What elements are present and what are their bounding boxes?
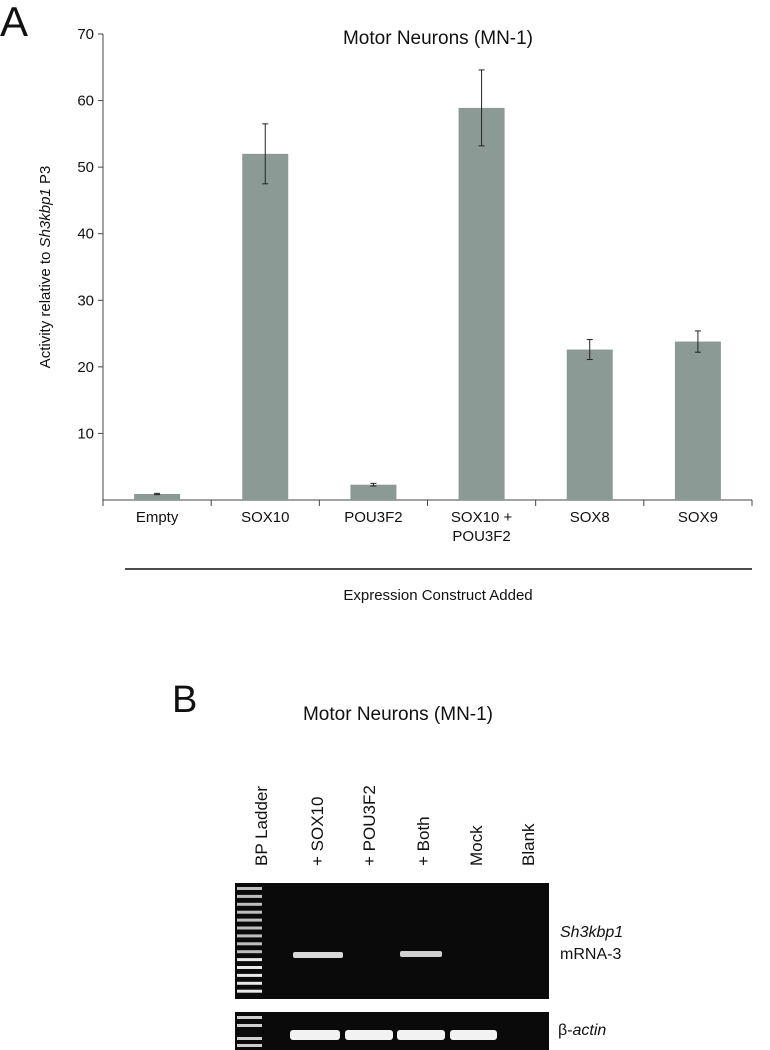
x-axis-label: Expression Construct Added — [343, 587, 532, 604]
ladder-band — [237, 1037, 262, 1040]
band — [450, 1030, 497, 1040]
y-tick-label: 30 — [77, 292, 94, 309]
error-bar — [154, 492, 161, 496]
bar — [134, 494, 181, 500]
x-tick-label: SOX8 — [569, 509, 610, 526]
y-label-text: Activity relative to — [37, 252, 54, 369]
bar — [566, 349, 613, 500]
ladder-band — [237, 910, 262, 914]
x-tick-label: SOX10 — [241, 509, 290, 526]
gel-control-gene: actin — [573, 1022, 607, 1039]
ladder-band — [237, 950, 262, 954]
ladder-band — [237, 1024, 262, 1027]
lane-label: + Both — [414, 816, 433, 866]
gel-main — [235, 883, 549, 999]
lane-label: BP Ladder — [252, 786, 271, 866]
y-tick-label: 40 — [77, 226, 94, 243]
gel-target-product: mRNA-3 — [560, 946, 621, 963]
bar — [458, 107, 505, 500]
lane-label: + POU3F2 — [360, 785, 379, 866]
gel-target-gene: Sh3kbp1 — [560, 924, 623, 941]
x-tick-label: SOX9 — [677, 509, 718, 526]
ladder-band — [237, 934, 262, 938]
error-bar — [370, 482, 377, 487]
ladder-band — [237, 942, 262, 946]
gel-control: β-actin — [558, 1022, 606, 1039]
lane-label: Mock — [467, 825, 486, 866]
panel-label: B — [172, 679, 197, 721]
ladder-band — [237, 887, 262, 890]
y-label-suffix: P3 — [37, 166, 54, 184]
lane-label: Blank — [519, 823, 538, 866]
y-tick-label: 70 — [77, 26, 94, 43]
chart-title: Motor Neurons (MN-1) — [343, 28, 533, 49]
band — [293, 952, 343, 958]
error-bar — [262, 123, 269, 185]
gel-title: Motor Neurons (MN-1) — [303, 704, 493, 725]
x-tick-label: POU3F2 — [344, 509, 403, 526]
y-label-gene: Sh3kbp1 — [37, 188, 54, 247]
error-bar — [586, 339, 593, 361]
ladder-band — [237, 1044, 262, 1047]
y-tick-label: 50 — [77, 159, 94, 176]
panel-label: A — [0, 0, 28, 45]
y-tick-label: 10 — [77, 425, 94, 442]
y-tick-label: 20 — [77, 359, 94, 376]
gel-bands — [237, 887, 497, 1047]
ladder-band — [237, 981, 262, 985]
gel-control-prefix: β- — [558, 1022, 573, 1039]
ladder-band — [237, 926, 262, 930]
ladder-band — [237, 1016, 262, 1019]
ladder-band — [237, 973, 262, 977]
ladder-band — [237, 902, 262, 906]
error-bar — [694, 330, 701, 353]
lane-label: + SOX10 — [308, 797, 327, 866]
band — [345, 1030, 393, 1040]
bar — [674, 341, 721, 500]
x-tick-label: SOX10 + POU3F2 — [450, 509, 513, 545]
y-axis-label: Activity relative to Sh3kbp1 P3 — [37, 166, 54, 369]
x-tick-label: Empty — [135, 509, 179, 526]
ladder-band — [237, 989, 262, 993]
bar — [350, 484, 397, 500]
error-bar — [478, 69, 485, 147]
bar — [242, 153, 289, 501]
ladder-band — [237, 918, 262, 922]
ladder-band — [237, 966, 262, 969]
band — [400, 951, 442, 957]
band — [290, 1030, 340, 1040]
ladder-band — [237, 894, 262, 898]
ladder-band — [237, 958, 262, 962]
y-tick-label: 60 — [77, 93, 94, 110]
band — [397, 1030, 445, 1040]
